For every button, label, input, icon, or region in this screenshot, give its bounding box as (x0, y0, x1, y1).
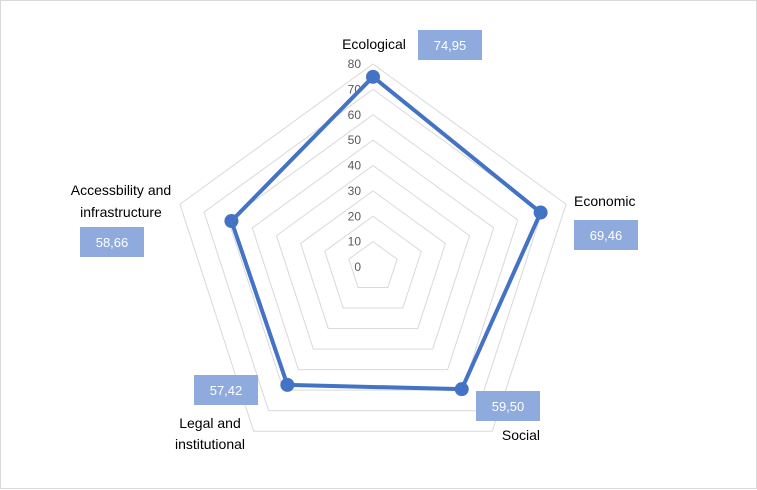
data-label-box (476, 391, 540, 421)
category-label: Social (502, 427, 540, 443)
data-label: 69,46 (574, 220, 638, 250)
tick-label: 0 (354, 260, 361, 274)
data-label: 74,95 (418, 30, 482, 60)
category-labels: Ecological Economic Social Legal and institu… (71, 36, 636, 452)
data-point (454, 382, 469, 397)
grid-ring-2 (324, 215, 422, 309)
grid-ring-3 (300, 190, 446, 330)
data-label-box (194, 375, 258, 405)
category-label: Accessbility and infrastructure (71, 182, 171, 220)
data-label: 58,66 (80, 227, 144, 257)
tick-label: 50 (348, 133, 362, 147)
grid-ring-7 (203, 88, 543, 412)
tick-label: 80 (348, 57, 362, 71)
category-label: Ecological (342, 36, 406, 52)
tick-label: 60 (348, 108, 362, 122)
data-label: 59,50 (476, 391, 540, 421)
grid-ring-5 (251, 139, 495, 371)
data-label-text: 58,66 (96, 235, 129, 250)
tick-label: 30 (348, 184, 362, 198)
data-point (533, 205, 548, 220)
tick-label: 10 (348, 235, 362, 249)
data-point (366, 69, 380, 84)
data-point (280, 377, 295, 392)
data-labels: 74,95 69,46 59,50 57,42 58,66 (80, 30, 638, 421)
data-label-box (418, 30, 482, 60)
grid-ring-1 (348, 241, 398, 289)
category-label: Legal and institutional (175, 415, 245, 452)
data-point (224, 214, 239, 229)
tick-label: 20 (348, 209, 362, 223)
data-label-box (574, 220, 638, 250)
series-line (229, 74, 543, 392)
data-label: 57,42 (194, 375, 258, 405)
data-label-text: 74,95 (434, 38, 467, 53)
tick-label: 40 (348, 159, 362, 173)
data-label-text: 69,46 (590, 228, 623, 243)
grid-ring-4 (275, 164, 471, 350)
data-label-box (80, 227, 144, 257)
category-label: Economic (574, 193, 635, 209)
series-layer (224, 69, 548, 397)
grid-ring-8 (179, 63, 567, 432)
data-label-text: 57,42 (210, 383, 243, 398)
data-label-text: 59,50 (492, 399, 525, 414)
